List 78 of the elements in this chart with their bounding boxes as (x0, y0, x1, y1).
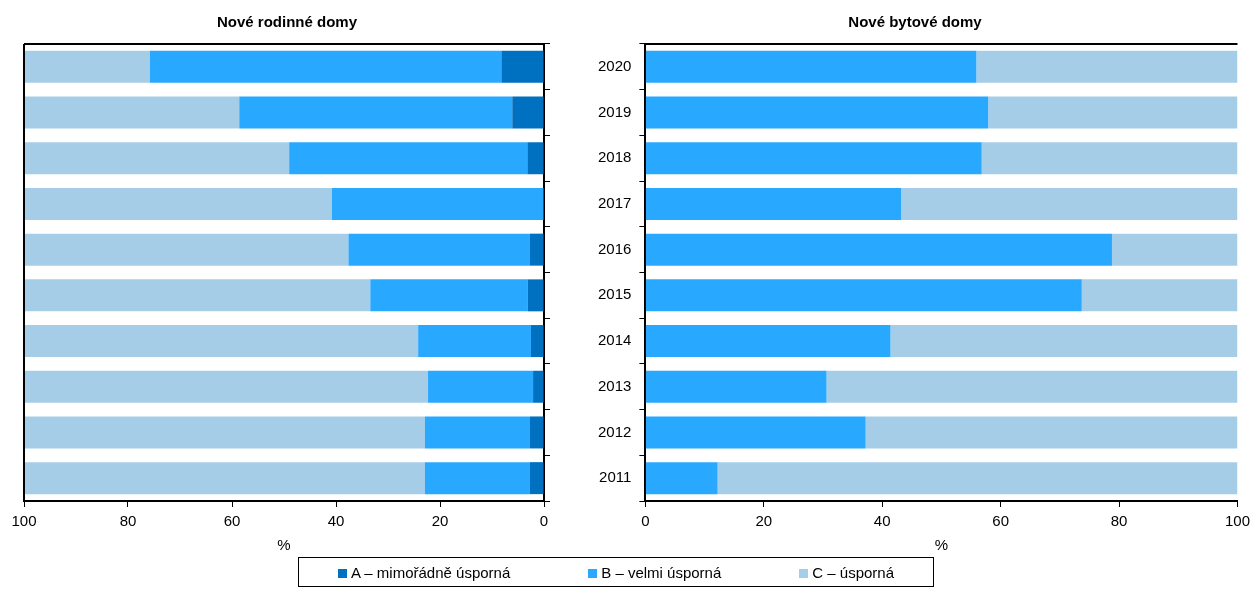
legend-label: B – velmi úsporná (600, 563, 722, 581)
y-tick-label: 2019 (597, 102, 632, 120)
bar (501, 50, 544, 83)
bar (24, 187, 332, 220)
bar (24, 370, 429, 403)
bar (645, 279, 1082, 312)
x-tick-label: 100 (11, 512, 37, 530)
legend-label: C – úsporná (811, 563, 894, 581)
x-axis-title: % (277, 536, 291, 554)
bar (981, 142, 1238, 175)
bar (527, 279, 544, 312)
x-tick-label: 80 (119, 512, 137, 530)
bar (645, 462, 718, 495)
bar (527, 142, 544, 175)
y-tick-label: 2011 (599, 468, 632, 486)
bar (24, 416, 425, 449)
bar (149, 50, 502, 83)
bar (289, 142, 528, 175)
bar (533, 370, 544, 403)
x-tick-label: 80 (1110, 512, 1128, 530)
bar (24, 325, 419, 358)
bar (424, 462, 530, 495)
bar (645, 325, 891, 358)
bar (24, 50, 150, 83)
chart-title: Nové rodinné domy (216, 13, 358, 31)
bar (24, 233, 349, 266)
bar (24, 142, 290, 175)
bar (348, 233, 530, 266)
bar (988, 96, 1238, 129)
chart-title: Nové bytové domy (848, 13, 983, 31)
y-tick-label: 2017 (597, 194, 632, 212)
y-tick-label: 2016 (597, 239, 632, 257)
x-tick-label: 40 (327, 512, 345, 530)
bar (529, 462, 544, 495)
bar (717, 462, 1238, 495)
x-tick-label: 0 (539, 512, 549, 530)
y-tick-label: 2020 (597, 56, 632, 74)
bar (645, 233, 1112, 266)
bar (645, 50, 977, 83)
y-tick-label: 2012 (597, 422, 632, 440)
bar (239, 96, 513, 129)
x-tick-label: 100 (1224, 512, 1250, 530)
x-axis-title: % (934, 536, 949, 554)
bar (890, 325, 1238, 358)
y-tick-label: 2018 (597, 148, 632, 166)
bar (418, 325, 531, 358)
bar (529, 416, 544, 449)
bar (24, 96, 240, 129)
bar (24, 462, 425, 495)
bar (424, 416, 530, 449)
bar (512, 96, 544, 129)
x-tick-label: 60 (992, 512, 1009, 530)
bar (645, 187, 902, 220)
bar (645, 96, 989, 129)
bar (331, 187, 544, 220)
bar (370, 279, 528, 312)
bar (531, 325, 544, 358)
x-tick-label: 60 (223, 512, 241, 530)
bar (529, 233, 544, 266)
bar (645, 416, 866, 449)
bar (1081, 279, 1238, 312)
bar (976, 50, 1238, 83)
bar (645, 370, 827, 403)
bar (645, 142, 982, 175)
bar (1111, 233, 1238, 266)
x-tick-label: 20 (431, 512, 449, 530)
bar (901, 187, 1238, 220)
y-tick-label: 2013 (597, 376, 632, 394)
bar (428, 370, 534, 403)
x-tick-label: 0 (641, 512, 650, 530)
x-tick-label: 20 (755, 512, 773, 530)
bar (24, 279, 371, 312)
legend-label: A – mimořádně úsporná (350, 563, 511, 581)
bar (865, 416, 1238, 449)
bar (826, 370, 1238, 403)
y-tick-label: 2015 (597, 285, 632, 303)
x-tick-label: 40 (873, 512, 891, 530)
y-tick-label: 2014 (597, 331, 632, 349)
